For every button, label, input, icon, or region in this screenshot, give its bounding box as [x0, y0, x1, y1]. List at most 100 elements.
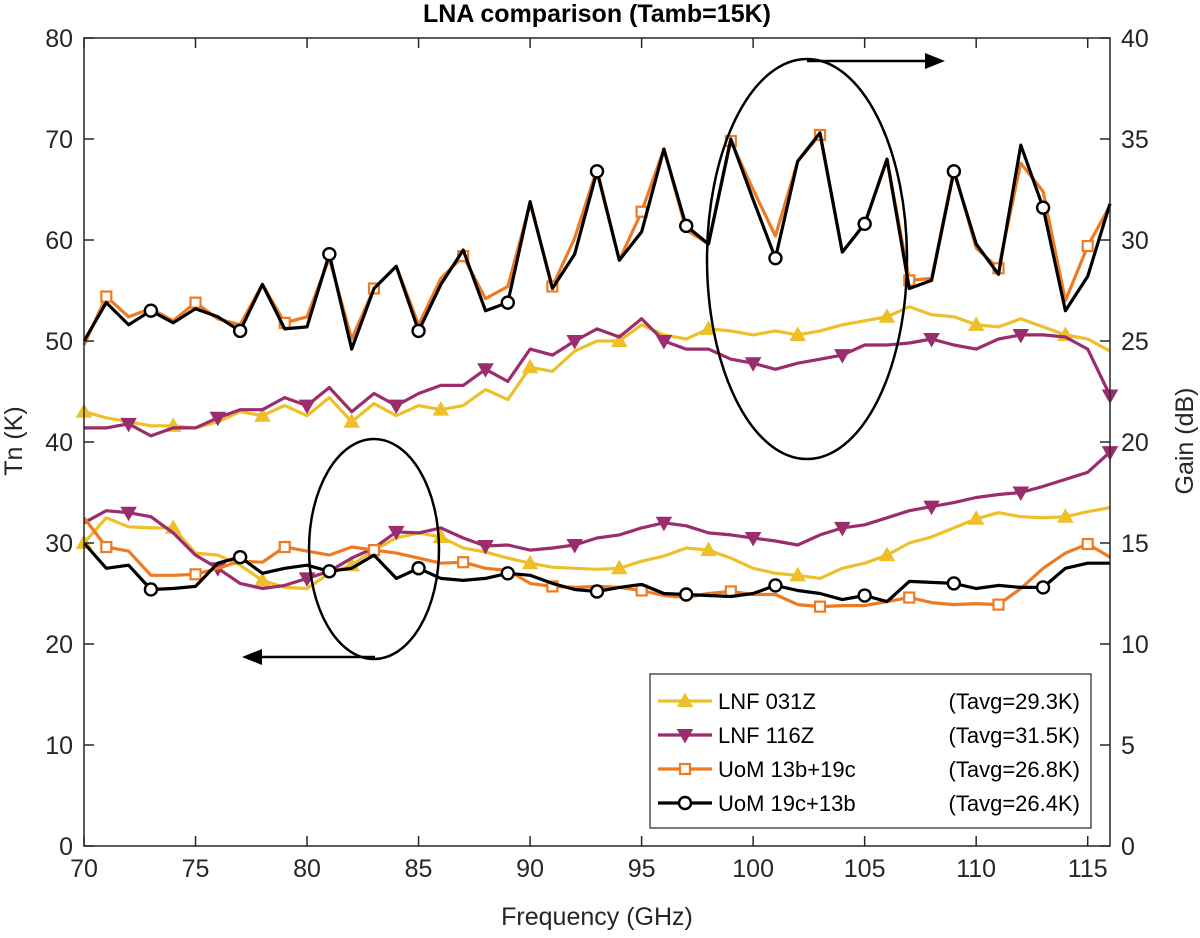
noise-point-uom-13b-19c	[100, 540, 113, 554]
legend-items: LNF 031Z (Tavg=29.3K) LNF 116Z (Tavg=31.5K)…	[658, 689, 1080, 816]
y-right-tick-label: 35	[1121, 126, 1149, 154]
noise-point-lnf-116z	[120, 506, 137, 522]
gain-point-lnf-116z	[387, 399, 405, 415]
y-right-axis-label: Gain (dB)	[1171, 388, 1199, 495]
y-left-tick-label: 80	[45, 25, 73, 53]
y-right-tick-label: 30	[1121, 227, 1149, 255]
noise-point-uom-19c-13b	[322, 564, 337, 579]
noise-point-lnf-116z	[923, 500, 940, 516]
gain-point-lnf-116z	[298, 399, 316, 415]
gain-point-lnf-031z	[254, 407, 271, 422]
noise-point-uom-13b-19c	[992, 598, 1005, 611]
y-right-tick-label: 15	[1121, 530, 1149, 558]
noise-point-lnf-116z	[387, 525, 405, 541]
x-tick-label: 110	[956, 855, 996, 883]
noise-point-uom-13b-19c	[189, 568, 202, 581]
noise-point-lnf-031z	[878, 546, 896, 562]
gain-point-lnf-116z	[1012, 328, 1030, 344]
legend-item-uom-19c-13b: UoM 19c+13b (Tavg=26.4K)	[658, 791, 1080, 816]
noise-point-uom-19c-13b	[411, 561, 426, 576]
noise-arrow-head	[242, 649, 262, 665]
noise-point-lnf-116z	[834, 521, 851, 537]
gain-point-lnf-031z	[343, 413, 360, 428]
gain-point-uom-19c-13b	[500, 295, 515, 310]
legend-avg: (Tavg=31.5K)	[949, 723, 1080, 748]
noise-point-lnf-031z	[521, 554, 539, 570]
y-left-tick-label: 60	[45, 227, 73, 255]
noise-point-uom-19c-13b	[857, 588, 872, 603]
legend-marker	[676, 692, 694, 707]
y-right-tick-label: 20	[1121, 429, 1149, 457]
legend-avg: (Tavg=26.8K)	[949, 757, 1080, 782]
gain-point-uom-19c-13b	[232, 323, 248, 339]
gain-point-lnf-031z	[789, 326, 807, 341]
legend-box	[649, 673, 1092, 829]
gain-point-lnf-031z	[521, 358, 539, 374]
y-right-tick-label: 40	[1121, 25, 1149, 53]
noise-point-uom-13b-19c	[813, 600, 827, 613]
gain-point-uom-19c-13b	[857, 216, 872, 232]
gain-point-uom-19c-13b	[1035, 200, 1051, 215]
noise-point-lnf-116z	[566, 539, 583, 554]
noise-point-uom-19c-13b	[768, 578, 783, 593]
axes-layer: 70 75 80 85 90 95 100 105 110 1150102030405060708…	[45, 25, 1149, 883]
gain-point-uom-13b-19c	[1081, 239, 1094, 253]
y-right-tick-label: 0	[1121, 833, 1135, 861]
gain-point-lnf-116z	[655, 335, 673, 350]
gain-point-lnf-116z	[566, 335, 583, 350]
noise-point-uom-19c-13b	[946, 576, 962, 591]
series-layer	[75, 128, 1119, 613]
legend-marker	[678, 762, 692, 776]
noise-annotation-ellipse	[307, 437, 441, 661]
x-tick-label: 115	[1068, 855, 1108, 883]
noise-point-uom-13b-19c	[903, 591, 916, 604]
gain-point-uom-19c-13b	[322, 246, 337, 262]
gain-point-lnf-116z	[744, 357, 762, 372]
gain-line-lnf-031z	[83, 305, 1111, 430]
x-tick-label: 90	[516, 855, 544, 883]
noise-point-lnf-031z	[967, 510, 985, 525]
annotations	[242, 53, 945, 665]
gain-point-uom-19c-13b	[589, 164, 605, 179]
y-left-tick-label: 40	[45, 429, 73, 457]
series-uom-19c-13b	[82, 131, 1112, 604]
y-left-tick-label: 50	[45, 328, 73, 356]
y-left-tick-label: 30	[45, 530, 73, 558]
gain-arrow-head	[925, 53, 945, 69]
noise-point-uom-19c-13b	[232, 549, 248, 565]
y-left-axis-label: Tn (K)	[0, 406, 28, 475]
legend-label: UoM 19c+13b	[718, 791, 856, 816]
noise-point-lnf-031z	[789, 566, 807, 582]
legend-label: LNF 031Z	[718, 689, 816, 714]
noise-point-uom-13b-19c	[278, 540, 291, 554]
gain-line-lnf-116z	[84, 317, 1112, 438]
legend-item-lnf-031z: LNF 031Z (Tavg=29.3K)	[658, 689, 1080, 714]
legend-item-uom-13b-19c: UoM 13b+19c (Tavg=26.8K)	[658, 757, 1080, 782]
noise-point-lnf-116z	[655, 516, 673, 532]
y-right-tick-label: 10	[1121, 631, 1149, 659]
y-left-tick-label: 10	[45, 732, 73, 760]
chart-title: LNA comparison (Tamb=15K)	[423, 0, 771, 28]
gain-point-lnf-031z	[432, 401, 450, 416]
gain-annotation-ellipse	[705, 57, 909, 461]
gain-point-uom-19c-13b	[411, 323, 426, 339]
series-lnf-116z	[83, 317, 1119, 591]
legend-marker	[677, 795, 693, 811]
gain-point-uom-19c-13b	[946, 164, 962, 179]
legend-marker	[676, 729, 694, 744]
noise-point-uom-19c-13b	[679, 587, 694, 602]
noise-point-uom-13b-19c	[1081, 537, 1094, 551]
x-tick-label: 105	[844, 855, 886, 883]
x-tick-label: 75	[182, 855, 210, 883]
x-tick-label: 85	[405, 855, 433, 883]
noise-point-lnf-116z	[1012, 486, 1030, 502]
legend-item-lnf-116z: LNF 116Z (Tavg=31.5K)	[658, 723, 1080, 748]
noise-point-uom-13b-19c	[457, 556, 470, 569]
noise-point-uom-13b-19c	[546, 580, 559, 593]
gain-point-lnf-116z	[209, 411, 227, 427]
gain-point-uom-13b-19c	[189, 296, 202, 309]
gain-point-lnf-031z	[967, 316, 985, 331]
y-right-tick-label: 5	[1121, 732, 1135, 760]
noise-point-uom-19c-13b	[589, 584, 605, 599]
